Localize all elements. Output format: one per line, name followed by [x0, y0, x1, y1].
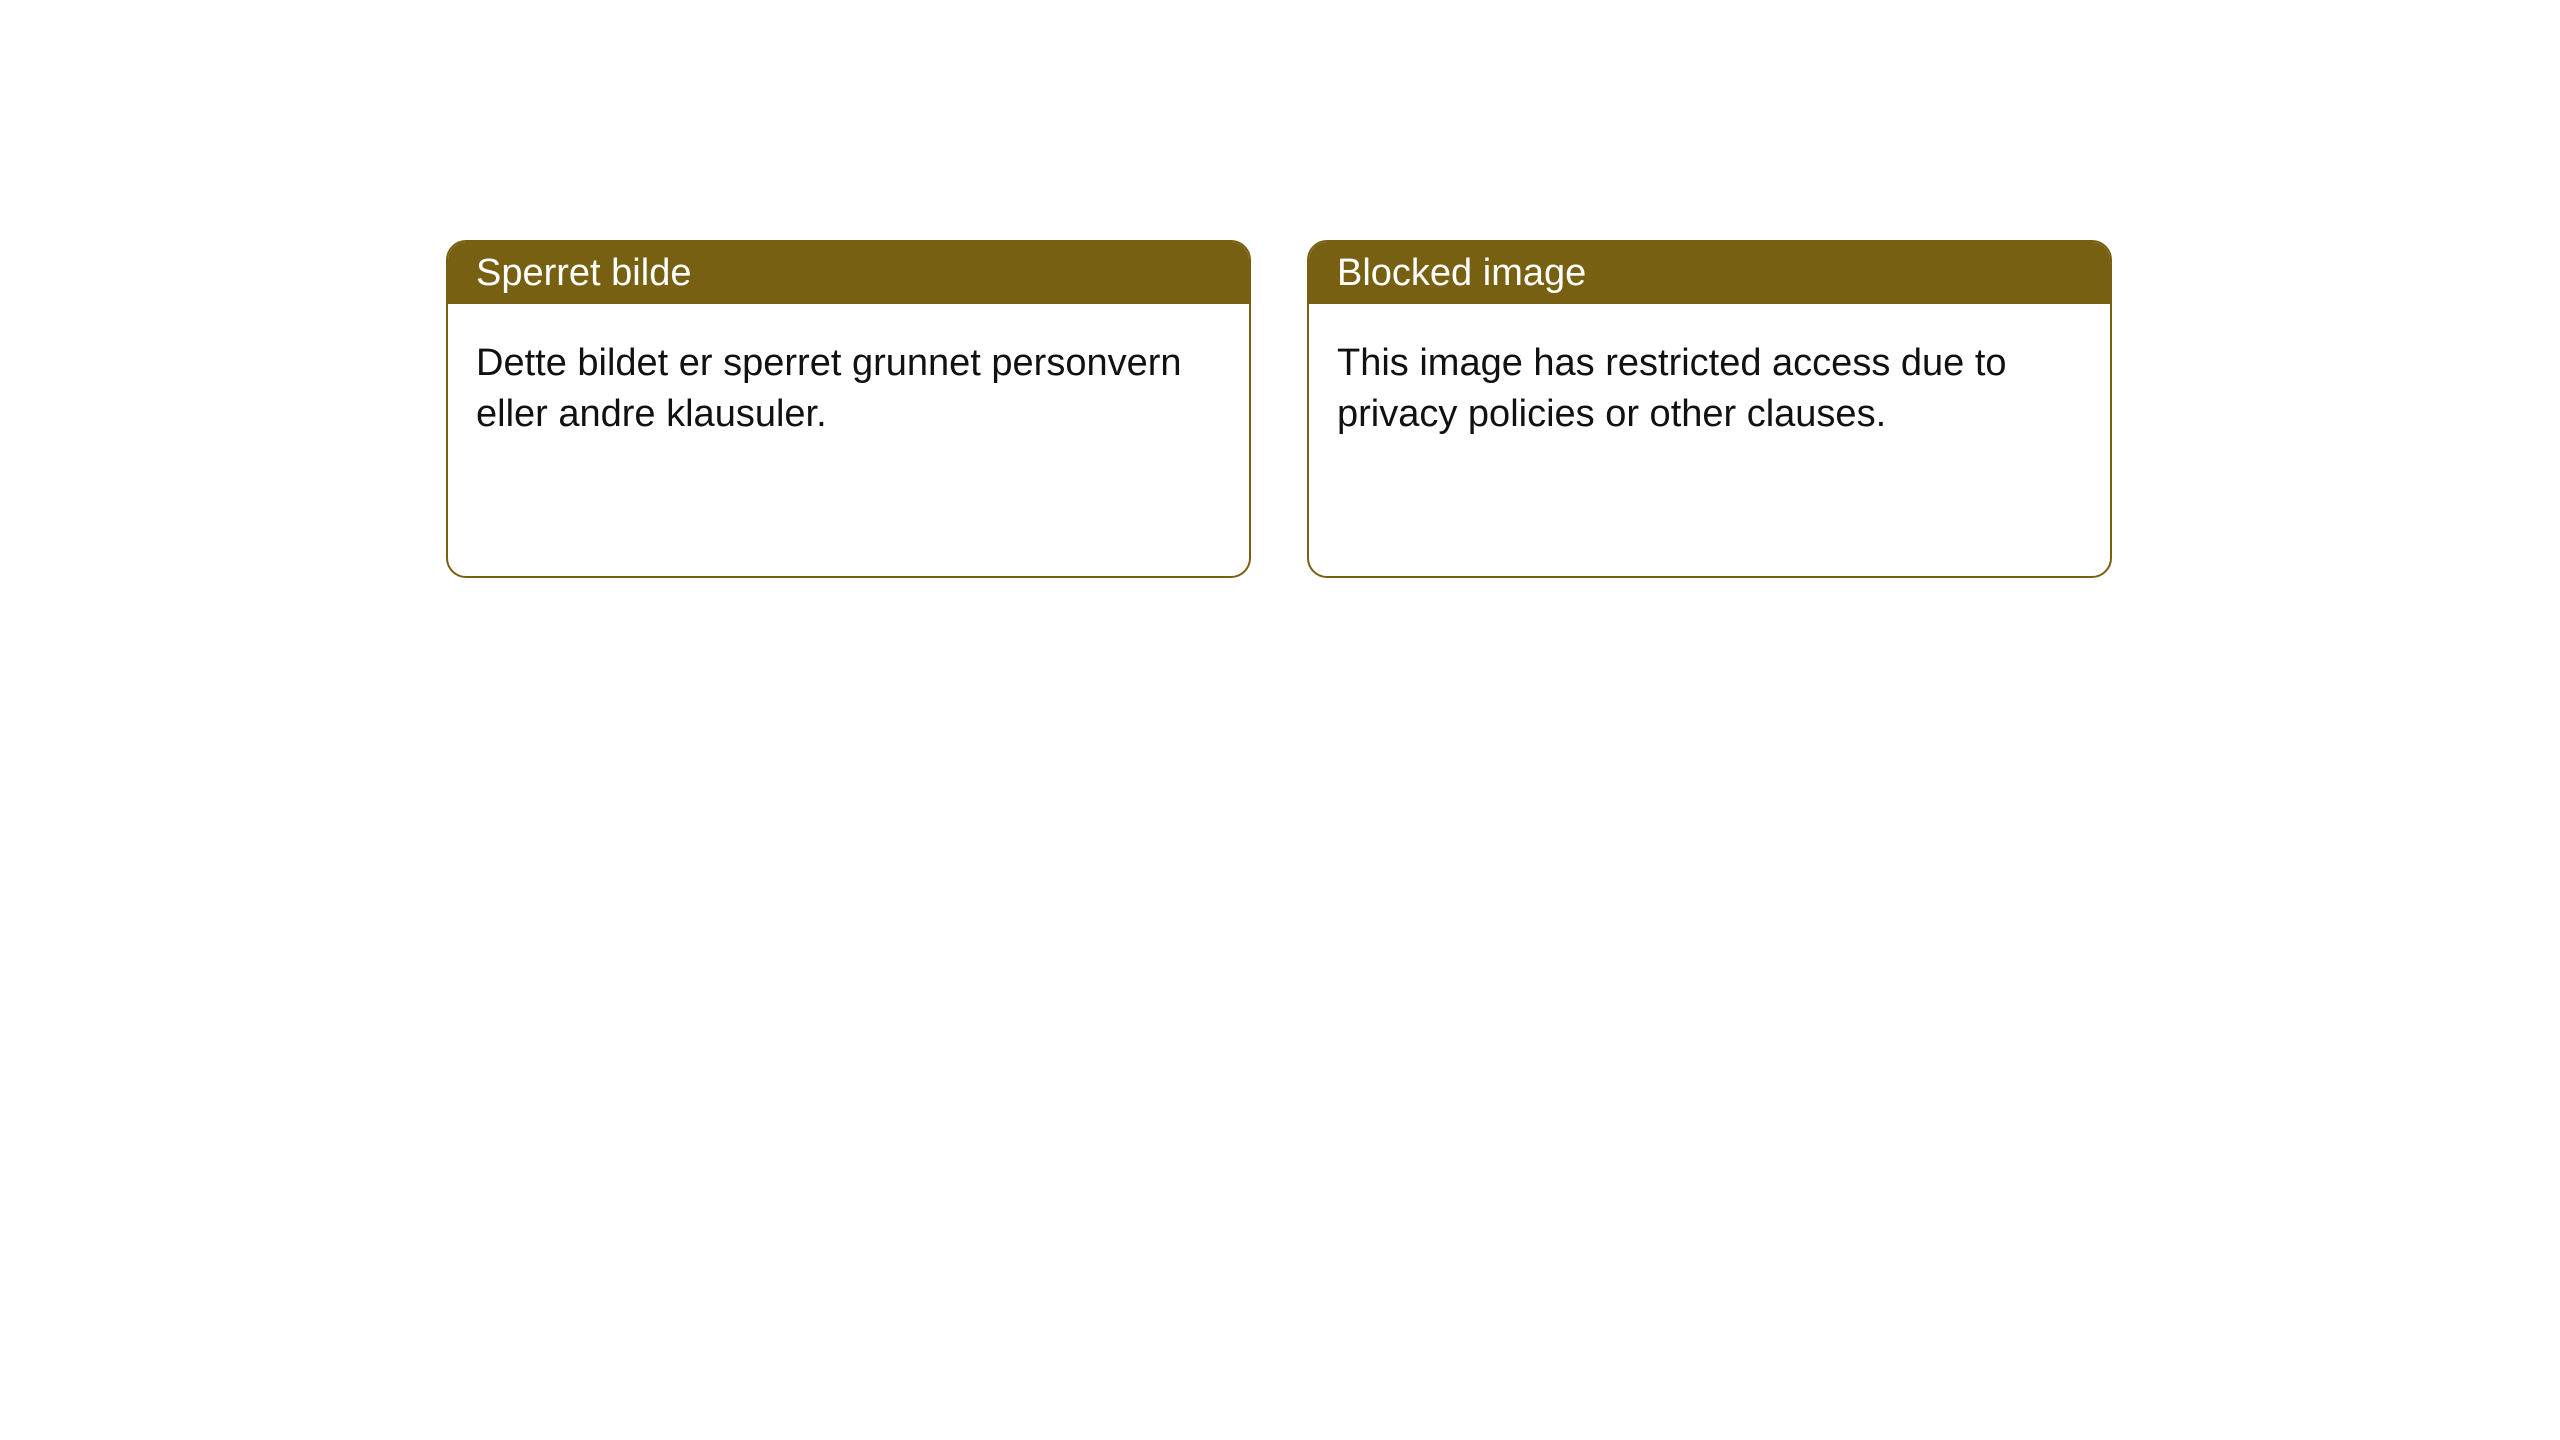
notice-header: Sperret bilde	[448, 242, 1249, 304]
notice-message: Dette bildet er sperret grunnet personve…	[476, 338, 1221, 441]
notice-title: Blocked image	[1337, 252, 1586, 295]
notice-header: Blocked image	[1309, 242, 2110, 304]
notice-body: This image has restricted access due to …	[1309, 304, 2110, 475]
notice-card-english: Blocked image This image has restricted …	[1307, 240, 2112, 578]
notice-message: This image has restricted access due to …	[1337, 338, 2082, 441]
notice-body: Dette bildet er sperret grunnet personve…	[448, 304, 1249, 475]
notice-container: Sperret bilde Dette bildet er sperret gr…	[446, 240, 2112, 578]
notice-card-norwegian: Sperret bilde Dette bildet er sperret gr…	[446, 240, 1251, 578]
notice-title: Sperret bilde	[476, 252, 691, 295]
